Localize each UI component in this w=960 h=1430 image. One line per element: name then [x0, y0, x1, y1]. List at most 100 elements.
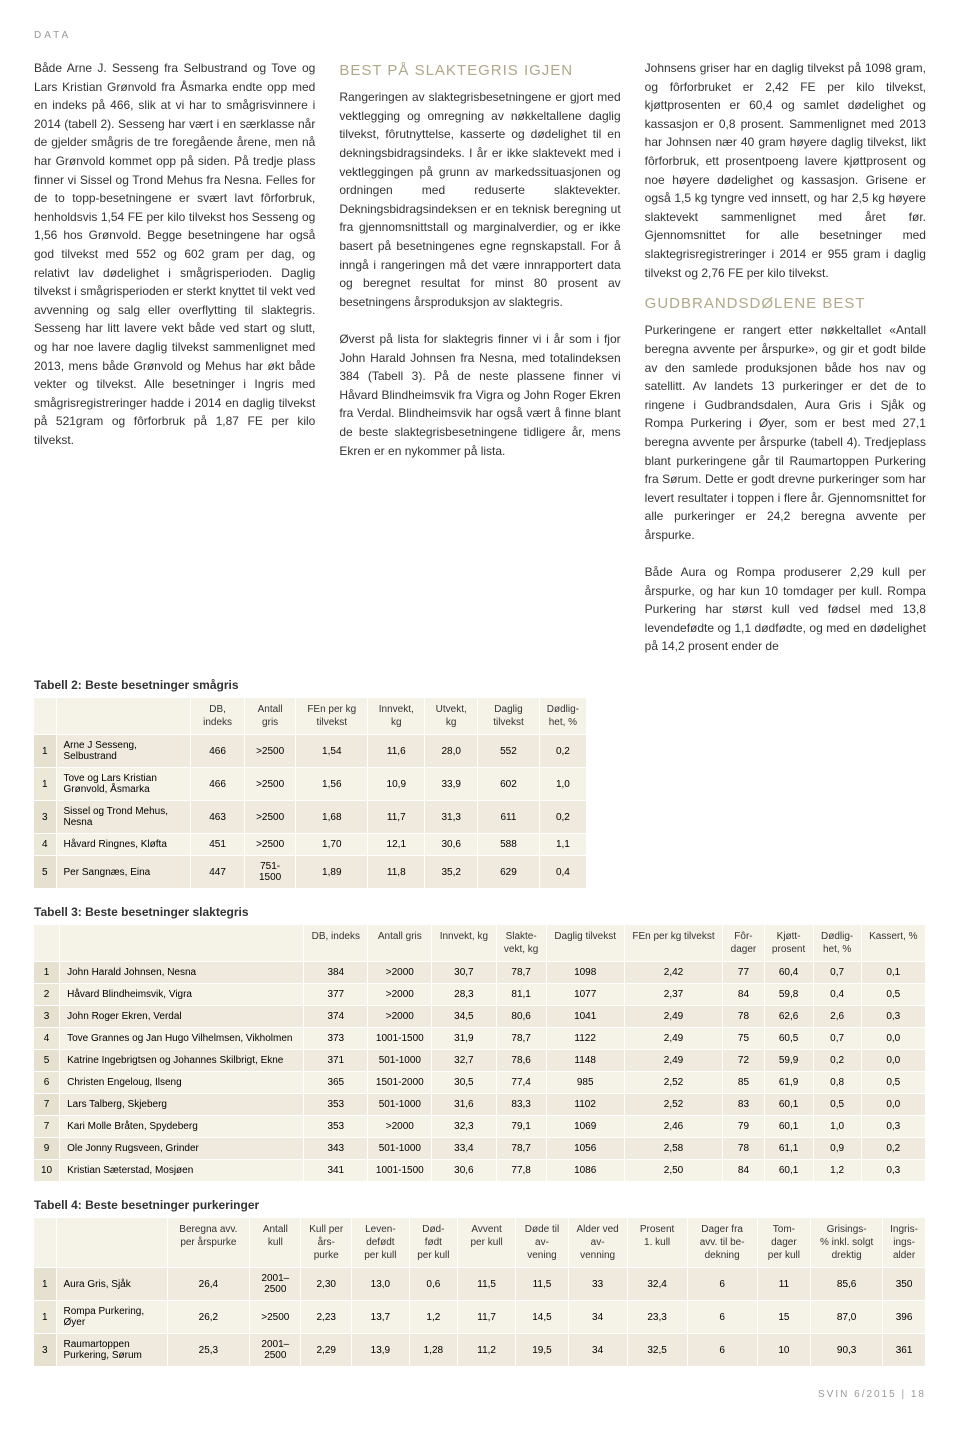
data-cell: 1122 — [546, 1028, 624, 1050]
column-3: Johnsens griser har en daglig tilvekst p… — [645, 59, 926, 656]
data-cell: 30,6 — [432, 1160, 496, 1182]
data-cell: 0,5 — [861, 1072, 925, 1094]
data-cell: 31,9 — [432, 1028, 496, 1050]
data-cell: 77 — [723, 962, 764, 984]
data-cell: 11,6 — [368, 735, 425, 768]
page-footer: SVIN 6/2015 | 18 — [34, 1389, 926, 1400]
data-cell: 60,1 — [764, 1116, 813, 1138]
data-cell: 60,4 — [764, 962, 813, 984]
data-cell: 2,42 — [624, 962, 723, 984]
col1-text: Både Arne J. Sesseng fra Selbustrand og … — [34, 61, 315, 447]
data-cell: 2,49 — [624, 1028, 723, 1050]
data-cell: >2500 — [245, 735, 296, 768]
name-cell: Per Sangnæs, Eina — [56, 856, 191, 889]
data-cell: 84 — [723, 1160, 764, 1182]
data-cell: 26,4 — [167, 1268, 250, 1301]
data-cell: 1,1 — [539, 834, 586, 856]
rank-cell: 7 — [34, 1116, 60, 1138]
data-cell: 365 — [304, 1072, 368, 1094]
rank-cell: 3 — [34, 1006, 60, 1028]
data-cell: 0,2 — [861, 1138, 925, 1160]
data-cell: 13,0 — [352, 1268, 410, 1301]
data-cell: 78,7 — [496, 1138, 546, 1160]
data-cell: 466 — [191, 735, 245, 768]
data-cell: >2000 — [368, 984, 432, 1006]
data-cell: 1,70 — [296, 834, 368, 856]
rank-cell: 1 — [34, 1301, 56, 1334]
data-cell: 80,6 — [496, 1006, 546, 1028]
data-cell: 361 — [883, 1334, 926, 1367]
data-cell: >2500 — [250, 1301, 301, 1334]
data-cell: 90,3 — [811, 1334, 883, 1367]
data-cell: 1098 — [546, 962, 624, 984]
name-cell: Tove og Lars Kristian Grønvold, Åsmarka — [56, 768, 191, 801]
col2-text-b: Øverst på lista for slaktegris finner vi… — [339, 332, 620, 458]
page-section: DATA — [34, 30, 926, 41]
data-cell: 0,3 — [861, 1160, 925, 1182]
data-cell: 28,3 — [432, 984, 496, 1006]
data-cell: 0,0 — [861, 1028, 925, 1050]
data-cell: 1,0 — [813, 1116, 861, 1138]
col2-heading: BEST PÅ SLAKTEGRIS IGJEN — [339, 59, 620, 82]
data-cell: 0,6 — [409, 1268, 457, 1301]
name-cell: Kari Molle Bråten, Spydeberg — [60, 1116, 304, 1138]
data-cell: 11,7 — [457, 1301, 515, 1334]
rank-cell: 6 — [34, 1072, 60, 1094]
data-cell: 0,5 — [813, 1094, 861, 1116]
data-cell: 374 — [304, 1006, 368, 1028]
table3: DB, indeksAntall grisInnvekt, kgSlakte-v… — [34, 925, 926, 1182]
data-cell: 2,29 — [301, 1334, 352, 1367]
data-cell: 0,0 — [861, 1094, 925, 1116]
data-cell: 2,50 — [624, 1160, 723, 1182]
rank-cell: 1 — [34, 735, 56, 768]
data-cell: >2000 — [368, 1116, 432, 1138]
data-cell: 6 — [687, 1334, 757, 1367]
data-cell: 1001-1500 — [368, 1160, 432, 1182]
data-cell: 75 — [723, 1028, 764, 1050]
name-cell: Lars Talberg, Skjeberg — [60, 1094, 304, 1116]
data-cell: 371 — [304, 1050, 368, 1072]
data-cell: 0,7 — [813, 1028, 861, 1050]
data-cell: 79 — [723, 1116, 764, 1138]
data-cell: 14,5 — [516, 1301, 568, 1334]
data-cell: 33 — [568, 1268, 627, 1301]
col3-text-c: Både Aura og Rompa produserer 2,29 kull … — [645, 565, 926, 653]
rank-cell: 1 — [34, 768, 56, 801]
data-cell: 1148 — [546, 1050, 624, 1072]
data-cell: 629 — [478, 856, 540, 889]
data-cell: 87,0 — [811, 1301, 883, 1334]
name-cell: Katrine Ingebrigtsen og Johannes Skilbri… — [60, 1050, 304, 1072]
data-cell: 0,4 — [813, 984, 861, 1006]
data-cell: 11,2 — [457, 1334, 515, 1367]
data-cell: 1,54 — [296, 735, 368, 768]
data-cell: 11,8 — [368, 856, 425, 889]
data-cell: 78,6 — [496, 1050, 546, 1072]
data-cell: 1077 — [546, 984, 624, 1006]
data-cell: 0,2 — [539, 735, 586, 768]
data-cell: 2,58 — [624, 1138, 723, 1160]
data-cell: 26,2 — [167, 1301, 250, 1334]
data-cell: 1041 — [546, 1006, 624, 1028]
data-cell: >2500 — [245, 834, 296, 856]
rank-cell: 5 — [34, 856, 56, 889]
data-cell: 2,23 — [301, 1301, 352, 1334]
data-cell: 2001–2500 — [250, 1334, 301, 1367]
name-cell: Christen Engeloug, Ilseng — [60, 1072, 304, 1094]
data-cell: 13,9 — [352, 1334, 410, 1367]
rank-cell: 10 — [34, 1160, 60, 1182]
rank-cell: 5 — [34, 1050, 60, 1072]
data-cell: 1,2 — [409, 1301, 457, 1334]
name-cell: Sissel og Trond Mehus, Nesna — [56, 801, 191, 834]
data-cell: 2,52 — [624, 1094, 723, 1116]
data-cell: 0,9 — [813, 1138, 861, 1160]
data-cell: 60,1 — [764, 1160, 813, 1182]
data-cell: 0,7 — [813, 962, 861, 984]
data-cell: 6 — [687, 1301, 757, 1334]
data-cell: 373 — [304, 1028, 368, 1050]
name-cell: John Harald Johnsen, Nesna — [60, 962, 304, 984]
data-cell: 59,9 — [764, 1050, 813, 1072]
table2: DB, indeksAntall grisFEn per kg tilvekst… — [34, 698, 587, 889]
data-cell: 11,5 — [516, 1268, 568, 1301]
data-cell: 1086 — [546, 1160, 624, 1182]
data-cell: 611 — [478, 801, 540, 834]
